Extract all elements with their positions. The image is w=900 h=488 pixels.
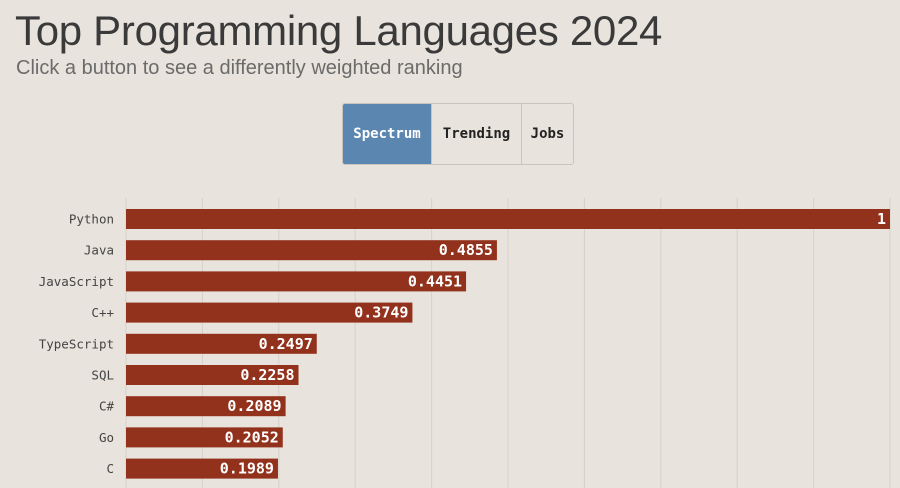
value-label: 0.2089 xyxy=(227,397,281,415)
page-subtitle: Click a button to see a differently weig… xyxy=(16,57,463,79)
tab-jobs[interactable]: Jobs xyxy=(530,126,565,142)
bar-sql[interactable] xyxy=(126,365,299,385)
bar-python[interactable] xyxy=(126,209,890,229)
value-label: 0.4451 xyxy=(408,272,462,290)
value-label: 0.2258 xyxy=(240,366,294,384)
category-label: Go xyxy=(99,430,114,445)
bar-c-[interactable] xyxy=(126,302,413,323)
category-label: SQL xyxy=(91,368,114,383)
value-label: 0.2497 xyxy=(259,335,313,353)
bar-javascript[interactable] xyxy=(126,271,467,292)
value-label: 0.1989 xyxy=(220,460,274,478)
bar-typescript[interactable] xyxy=(126,333,317,354)
value-label: 0.3749 xyxy=(354,304,408,322)
category-label: Java xyxy=(84,243,114,258)
value-label: 0.2052 xyxy=(225,428,279,446)
tab-spectrum[interactable]: Spectrum xyxy=(343,104,432,164)
ranking-tab-group: Spectrum Trending Jobs xyxy=(342,103,574,165)
bar-go[interactable] xyxy=(126,427,283,448)
bar-java[interactable] xyxy=(126,240,497,261)
category-label: JavaScript xyxy=(39,274,114,289)
category-label: C xyxy=(106,461,114,476)
category-label: C++ xyxy=(91,305,114,320)
tab-trending[interactable]: Trending xyxy=(432,104,522,164)
page-title: Top Programming Languages 2024 xyxy=(15,7,663,54)
value-label: 0.4855 xyxy=(439,241,493,259)
category-label: TypeScript xyxy=(39,336,114,351)
bar-c-[interactable] xyxy=(126,396,286,417)
category-label: Python xyxy=(69,212,114,227)
category-label: C# xyxy=(99,399,115,414)
value-label: 1 xyxy=(877,210,886,228)
bar-c[interactable] xyxy=(126,458,278,479)
